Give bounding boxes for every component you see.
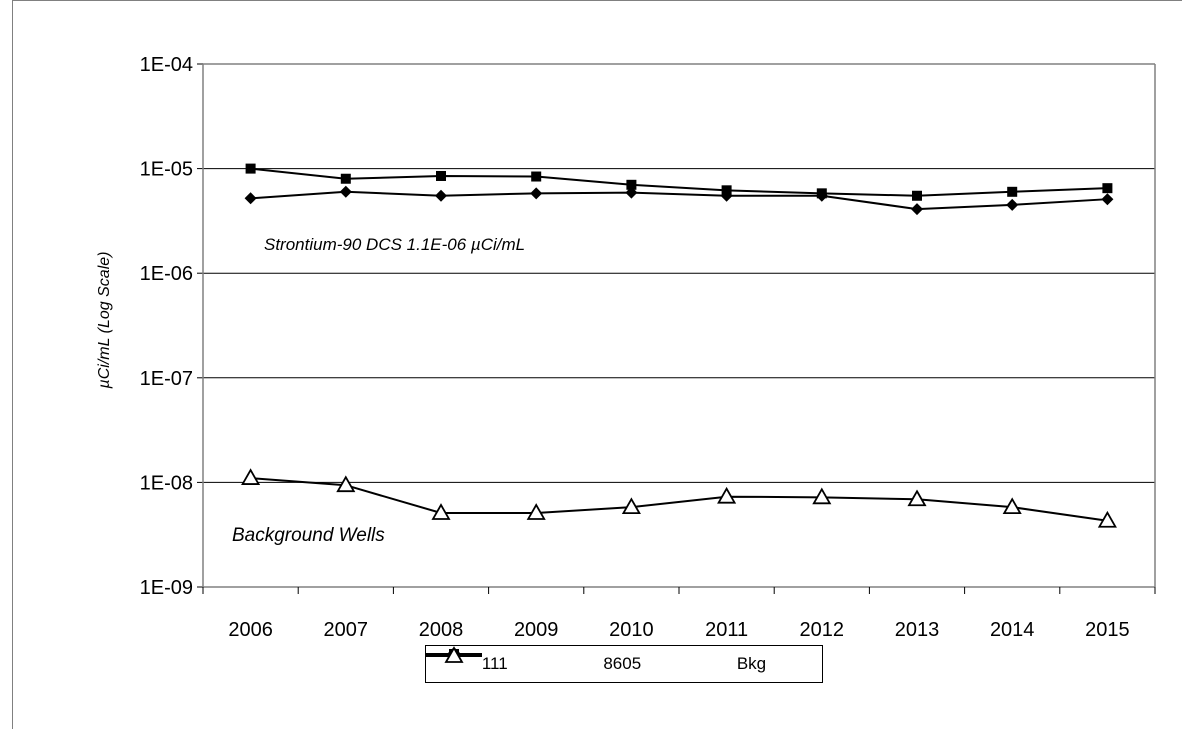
series-line-111	[250, 190, 1108, 211]
legend: 111 8605 Bkg	[425, 645, 823, 683]
point-8605-2010	[626, 179, 637, 190]
y-axis-label: µCi/mL (Log Scale)	[96, 252, 113, 390]
point-Bkg-2014	[1002, 497, 1022, 515]
series-line-8605	[250, 167, 1108, 197]
y-tick-label-1E-04: 1E-04	[140, 54, 193, 76]
y-tick-label-1E-05: 1E-05	[140, 159, 193, 181]
point-111-2006	[244, 192, 257, 205]
point-Bkg-2009	[526, 503, 546, 520]
point-8605-2012	[816, 188, 827, 199]
point-111-2014	[1006, 198, 1019, 211]
y-tick-labels: 1E-09 1E-08 1E-07 1E-06 1E-05 1E-04	[140, 54, 193, 599]
point-8605-2008	[436, 170, 446, 181]
x-tick-label-2008: 2008	[419, 619, 464, 641]
legend-marker-bkg	[426, 646, 482, 663]
point-Bkg-2013	[907, 489, 927, 507]
axes	[197, 63, 1156, 594]
x-tick-label-2006: 2006	[228, 619, 273, 641]
point-8605-2006	[245, 163, 256, 174]
legend-item-111: 111	[426, 647, 508, 674]
point-8605-2007	[340, 173, 351, 184]
point-111-2008	[435, 189, 447, 202]
point-111-2015	[1101, 193, 1114, 206]
y-tick-label-1E-08: 1E-08	[140, 472, 193, 494]
legend-label-8605: 8605	[603, 654, 642, 673]
point-111-2007	[339, 185, 352, 198]
legend-label-111: 111	[481, 654, 508, 673]
annotation-dcs: Strontium-90 DCS 1.1E-06 µCi/mL	[264, 235, 525, 254]
point-111-2009	[530, 187, 543, 200]
point-Bkg-2015	[1097, 510, 1117, 528]
gridlines	[203, 168, 1155, 483]
point-8605-2009	[531, 171, 542, 182]
x-tick-labels: 2006 2007 2008 2009 2010 2011 2012 2013 2014 2015	[228, 619, 1129, 641]
x-tick-label-2013: 2013	[895, 619, 940, 641]
x-tick-label-2010: 2010	[609, 619, 654, 641]
point-Bkg-2012	[812, 487, 832, 505]
y-tick-label-1E-09: 1E-09	[140, 577, 193, 599]
y-tick-label-1E-06: 1E-06	[140, 263, 193, 285]
x-tick-label-2014: 2014	[990, 619, 1035, 641]
series-line-Bkg	[250, 477, 1108, 522]
annotation-background-wells: Background Wells	[232, 525, 385, 546]
legend-label-bkg: Bkg	[736, 654, 767, 673]
x-tick-label-2009: 2009	[514, 619, 559, 641]
legend-item-8605: 8605	[426, 649, 642, 674]
point-111-2013	[911, 203, 923, 216]
chart-frame	[12, 0, 1182, 729]
point-Bkg-2011	[717, 486, 737, 504]
point-Bkg-2010	[621, 497, 641, 515]
point-Bkg-2008	[431, 503, 451, 520]
point-Bkg-2007	[336, 475, 356, 493]
point-8605-2011	[721, 185, 732, 196]
point-Bkg-2006	[241, 468, 261, 485]
y-tick-label-1E-07: 1E-07	[140, 368, 193, 390]
point-8605-2015	[1102, 183, 1113, 194]
x-tick-label-2007: 2007	[324, 619, 369, 641]
x-tick-label-2012: 2012	[800, 619, 845, 641]
legend-item-bkg: Bkg	[426, 646, 767, 674]
x-tick-label-2015: 2015	[1085, 619, 1130, 641]
point-8605-2013	[912, 190, 922, 201]
point-8605-2014	[1007, 186, 1018, 197]
series-group	[241, 163, 1117, 528]
x-tick-label-2011: 2011	[705, 619, 748, 641]
